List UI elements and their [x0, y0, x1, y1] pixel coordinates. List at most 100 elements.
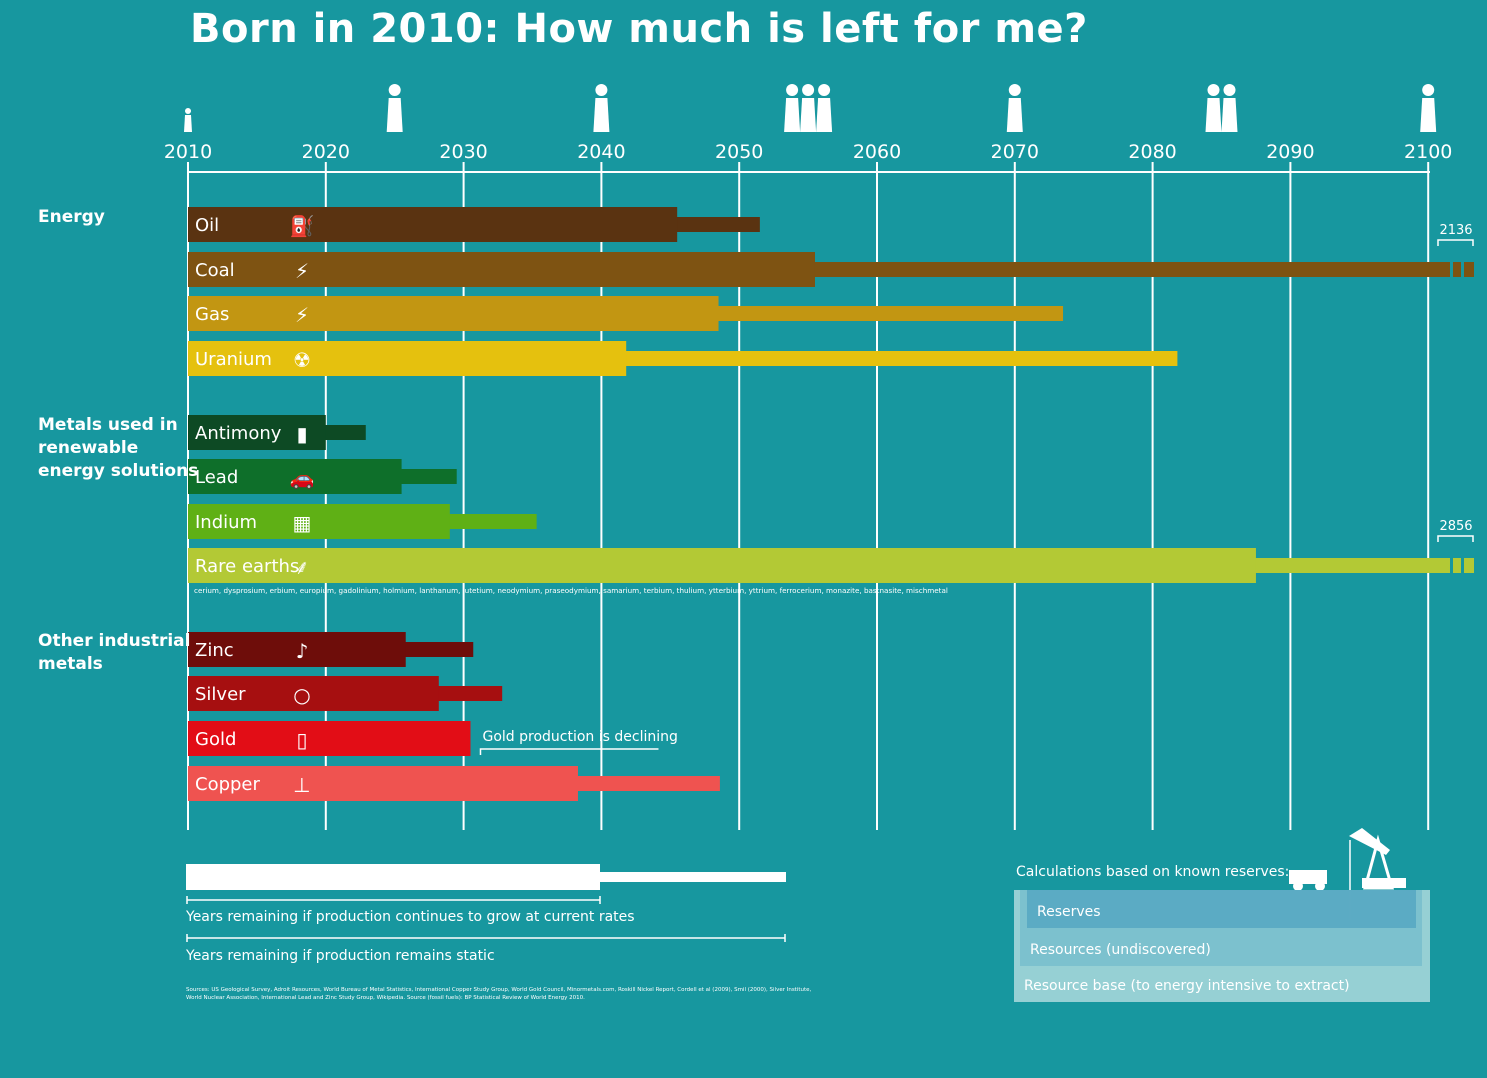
- family-icon-body: [800, 98, 817, 132]
- baby-icon-head: [185, 108, 191, 114]
- pump-beam: [1349, 828, 1390, 855]
- bar-grow-silver: [188, 676, 439, 711]
- bar-label-gas: Gas: [195, 304, 229, 325]
- tick-label-2060: 2060: [853, 141, 901, 163]
- bar-grow-copper: [188, 766, 578, 801]
- baby-icon-body: [184, 115, 192, 132]
- tick-label-2070: 2070: [991, 141, 1039, 163]
- reserves-layer: Reserves: [1027, 890, 1416, 928]
- car-icon: 🚗: [290, 466, 315, 490]
- bride-icon: [593, 84, 610, 132]
- legend-static-bracket: [186, 934, 786, 942]
- bar-grow-antimony: [188, 415, 326, 450]
- truck-body: [1289, 870, 1327, 884]
- child-jumping-icon-head: [388, 84, 401, 96]
- lightning-icon: ⚡: [295, 259, 309, 283]
- bar-note-rare-earths: cerium, dysprosium, erbium, europium, ga…: [194, 586, 948, 595]
- reserves-box-title: Calculations based on known reserves:: [1016, 864, 1290, 880]
- legend-grow-label: Years remaining if production continues …: [186, 909, 635, 925]
- bar-break-b-rare-earths: [1464, 558, 1474, 573]
- category-label-energy: Energy: [38, 207, 105, 227]
- tick-label-2080: 2080: [1128, 141, 1176, 163]
- bar-label-lead: Lead: [195, 467, 238, 488]
- tick-label-2010: 2010: [164, 141, 212, 163]
- child-jumping-icon-body: [386, 98, 403, 132]
- wheelchair-icon: [1420, 84, 1437, 132]
- bar-grow-zinc: [188, 632, 406, 667]
- category-label-renewable-metals: Metals used in renewable energy solution…: [38, 415, 199, 481]
- baby-icon: [184, 108, 192, 132]
- elderly-couple-icon-head: [1207, 84, 1220, 96]
- radiation-icon: ☢: [293, 348, 311, 372]
- reserves-label: Reserves: [1037, 904, 1101, 920]
- page-title: Born in 2010: How much is left for me?: [190, 6, 1088, 52]
- wheelchair-icon-head: [1422, 84, 1435, 96]
- legend-grow-bracket: [186, 896, 601, 904]
- grandparent-icon-head: [1008, 84, 1021, 96]
- tick-label-2050: 2050: [715, 141, 763, 163]
- elderly-couple-icon: [1205, 84, 1238, 132]
- bar-grow-rare-earths: [188, 548, 1256, 583]
- bride-icon-head: [595, 84, 608, 96]
- bar-overflow-bracket-coal: [1437, 239, 1474, 246]
- family-icon-head: [818, 84, 831, 96]
- bar-label-zinc: Zinc: [195, 640, 234, 661]
- elderly-couple-icon-head: [1223, 84, 1236, 96]
- sources-text: Sources: US Geological Survey, Adroit Re…: [186, 987, 812, 1001]
- family-icon: [784, 84, 833, 132]
- grandparent-icon-body: [1006, 98, 1023, 132]
- bar-break-a-coal: [1453, 262, 1461, 277]
- mining-truck-icon: [1289, 870, 1327, 891]
- tick-label-2090: 2090: [1266, 141, 1314, 163]
- lightning-icon: ⚡: [295, 303, 309, 327]
- bar-overflow-label-rare-earths: 2856: [1439, 519, 1472, 534]
- bar-grow-gas: [188, 296, 719, 331]
- grandparent-icon: [1006, 84, 1023, 132]
- bar-overflow-label-coal: 2136: [1439, 223, 1472, 238]
- tick-label-2030: 2030: [439, 141, 487, 163]
- wind-turbine-icon: ⸙: [295, 555, 310, 579]
- bar-break-b-coal: [1464, 262, 1474, 277]
- bar-annotation-rule-gold: [479, 748, 659, 755]
- truck-wheel-1: [1293, 881, 1303, 891]
- bride-icon-body: [593, 98, 610, 132]
- bar-break-a-rare-earths: [1453, 558, 1461, 573]
- family-icon-head: [802, 84, 815, 96]
- child-jumping-icon: [386, 84, 403, 132]
- ring-icon: ○: [293, 683, 310, 707]
- tick-label-2020: 2020: [302, 141, 350, 163]
- family-icon-body: [816, 98, 833, 132]
- family-icon-head: [786, 84, 799, 96]
- bar-label-oil: Oil: [195, 215, 219, 236]
- saxophone-icon: ♪: [296, 639, 309, 663]
- bar-grow-lead: [188, 459, 402, 494]
- bar-label-rare-earths: Rare earths: [195, 556, 299, 577]
- faucet-icon: ⊥: [293, 773, 310, 797]
- battery-icon: ▮: [296, 422, 307, 446]
- tick-label-2040: 2040: [577, 141, 625, 163]
- bar-label-indium: Indium: [195, 512, 257, 533]
- family-icon-body: [784, 98, 801, 132]
- phone-icon: ▯: [296, 728, 307, 752]
- elderly-couple-icon-body: [1221, 98, 1238, 132]
- bar-label-uranium: Uranium: [195, 349, 272, 370]
- bar-label-copper: Copper: [195, 774, 261, 795]
- legend-static-bar: [600, 872, 786, 882]
- bar-label-silver: Silver: [195, 684, 246, 705]
- tick-label-2100: 2100: [1404, 141, 1452, 163]
- resources-label: Resources (undiscovered): [1030, 942, 1211, 958]
- bar-grow-oil: [188, 207, 678, 242]
- bar-grow-gold: [188, 721, 471, 756]
- category-label-industrial-metals: Other industrial metals: [38, 631, 191, 674]
- bar-label-coal: Coal: [195, 260, 235, 281]
- bar-overflow-bracket-rare-earths: [1437, 535, 1474, 542]
- elderly-couple-icon-body: [1205, 98, 1222, 132]
- bar-grow-uranium: [188, 341, 627, 376]
- bar-grow-coal: [188, 252, 815, 287]
- resource-base-label: Resource base (to energy intensive to ex…: [1024, 978, 1350, 994]
- pump-base: [1362, 878, 1406, 888]
- bar-label-antimony: Antimony: [195, 423, 282, 444]
- wheelchair-icon-body: [1420, 98, 1437, 132]
- fuel-pump-icon: ⛽: [290, 214, 315, 238]
